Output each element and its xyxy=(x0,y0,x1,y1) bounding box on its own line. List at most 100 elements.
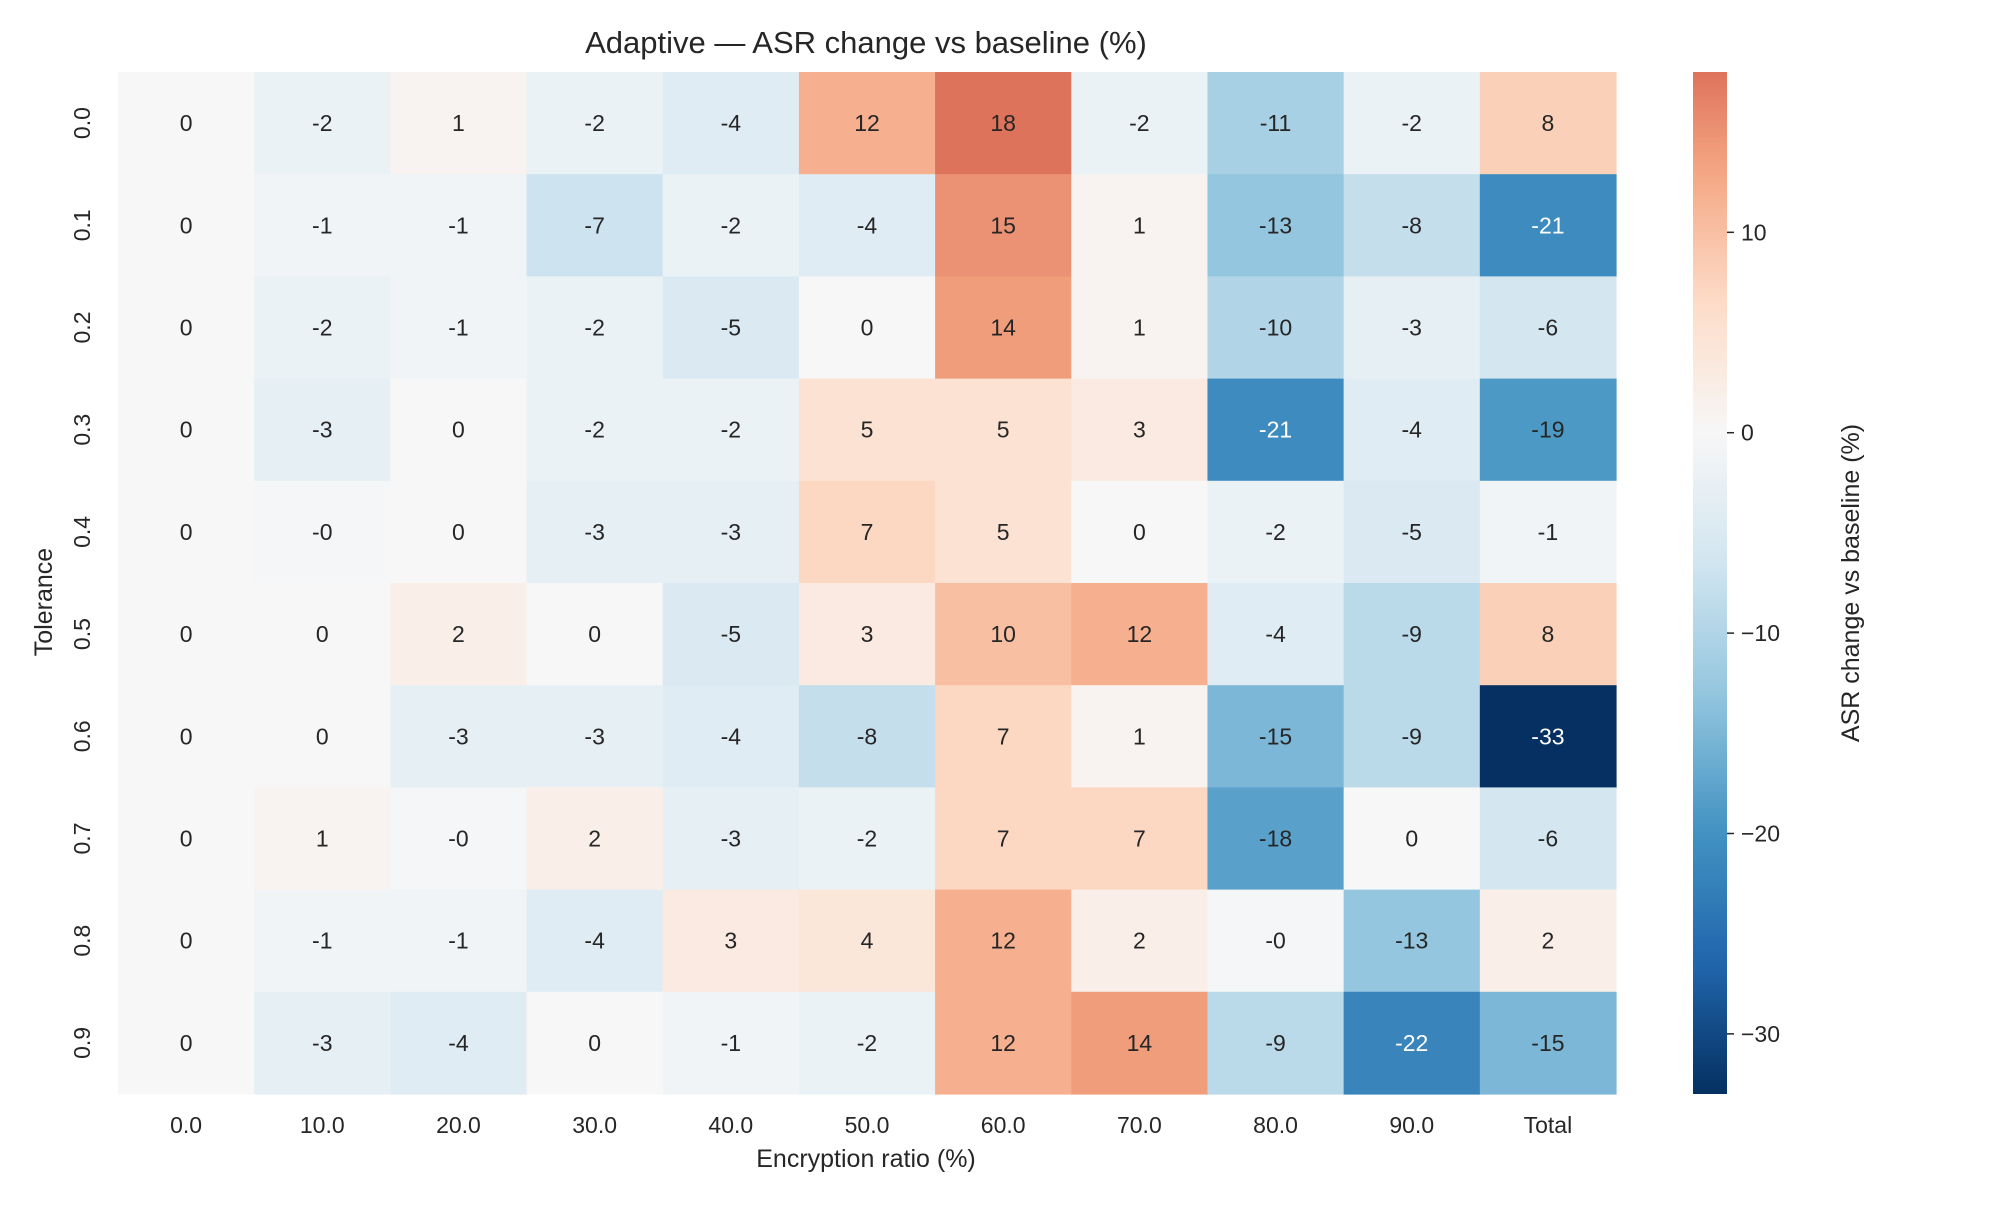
heatmap-cell xyxy=(254,787,391,891)
cell-value-label: -2 xyxy=(857,1030,877,1056)
cell-value-label: 7 xyxy=(1133,826,1146,852)
cell-value-label: -4 xyxy=(857,212,878,238)
heatmap-cell xyxy=(935,685,1072,788)
cell-value-label: 0 xyxy=(316,723,329,749)
cell-value-label: -3 xyxy=(312,417,332,443)
cell-value-label: -4 xyxy=(721,110,742,136)
cell-value-label: 8 xyxy=(1542,110,1555,136)
cell-value-label: 0 xyxy=(316,621,329,647)
cell-value-label: -3 xyxy=(448,723,468,749)
cell-value-label: 7 xyxy=(997,723,1010,749)
heatmap-cell xyxy=(1479,378,1617,482)
heatmap-cell xyxy=(254,685,391,788)
x-tick-label: 70.0 xyxy=(1117,1112,1162,1138)
heatmap-cell xyxy=(1479,889,1617,993)
heatmap-cell xyxy=(1343,174,1481,277)
heatmap-cell xyxy=(254,583,391,686)
cell-value-label: -15 xyxy=(1259,723,1292,749)
cell-value-label: -2 xyxy=(584,315,604,341)
cell-value-label: 5 xyxy=(861,417,874,443)
y-axis-tick-labels: 0.0 0.1 0.2 0.3 0.4 0.5 0.6 0.7 0.8 0.9 xyxy=(69,107,95,1059)
cell-value-label: 0 xyxy=(180,1030,193,1056)
heatmap-cell xyxy=(1479,480,1617,584)
heatmap-cell xyxy=(526,378,664,482)
heatmap-cell xyxy=(1479,583,1617,686)
heatmap-cell xyxy=(1071,72,1209,175)
heatmap-cell xyxy=(1479,991,1617,1095)
cell-value-label: -8 xyxy=(1402,212,1422,238)
cell-value-label: -10 xyxy=(1259,315,1292,341)
y-tick-label: 0.2 xyxy=(69,312,95,344)
heatmap-cell xyxy=(1071,991,1209,1095)
heatmap-cell xyxy=(1207,480,1345,584)
heatmap-cell xyxy=(1479,276,1617,380)
cell-value-label: -3 xyxy=(1402,315,1422,341)
cell-value-label: 0 xyxy=(588,621,601,647)
cell-value-label: 0 xyxy=(452,417,465,443)
heatmap-cell xyxy=(1479,72,1617,175)
heatmap-cell xyxy=(935,889,1072,993)
x-tick-label: 10.0 xyxy=(300,1112,345,1138)
cell-value-label: -1 xyxy=(448,315,468,341)
heatmap-cell xyxy=(1071,685,1209,788)
heatmap-cell xyxy=(798,583,936,686)
heatmap-cell xyxy=(798,174,936,277)
cell-value-label: 5 xyxy=(997,519,1010,545)
x-tick-label: 80.0 xyxy=(1253,1112,1298,1138)
heatmap-cell xyxy=(1071,276,1209,380)
cell-value-label: 15 xyxy=(990,212,1016,238)
heatmap-cell xyxy=(1479,174,1617,277)
cell-value-label: -2 xyxy=(1402,110,1422,136)
y-tick-label: 0.1 xyxy=(69,209,95,241)
heatmap-cell xyxy=(390,378,528,482)
cell-value-label: 12 xyxy=(854,110,880,136)
cell-value-label: -2 xyxy=(721,417,741,443)
heatmap-cell xyxy=(662,276,800,380)
cell-value-label: 0 xyxy=(588,1030,601,1056)
cell-value-label: 0 xyxy=(180,519,193,545)
cell-value-label: -33 xyxy=(1531,723,1564,749)
colorbar-tick-label: −30 xyxy=(1741,1021,1780,1047)
cell-value-label: -9 xyxy=(1402,621,1422,647)
heatmap-cell xyxy=(1479,787,1617,891)
heatmap-cell xyxy=(1343,991,1481,1095)
x-tick-label: 60.0 xyxy=(981,1112,1026,1138)
heatmap-cell xyxy=(662,889,800,993)
colorbar-tick-label: −20 xyxy=(1741,820,1780,846)
heatmap-cell xyxy=(1207,276,1345,380)
cell-value-label: 12 xyxy=(990,1030,1016,1056)
colorbar-tick-label: 0 xyxy=(1741,420,1754,446)
heatmap-cell xyxy=(526,174,664,277)
heatmap-cell xyxy=(1343,889,1481,993)
cell-value-label: -1 xyxy=(721,1030,741,1056)
heatmap-cell xyxy=(935,174,1072,277)
cell-value-label: -4 xyxy=(448,1030,469,1056)
cell-value-label: 0 xyxy=(1133,519,1146,545)
cell-value-label: -5 xyxy=(721,621,741,647)
cell-value-label: -19 xyxy=(1531,417,1564,443)
cell-value-label: -21 xyxy=(1259,417,1292,443)
cell-value-label: 0 xyxy=(180,315,193,341)
heatmap-cell xyxy=(1071,889,1209,993)
y-tick-label: 0.5 xyxy=(69,618,95,650)
heatmap-cell xyxy=(935,480,1072,584)
y-axis-label: Tolerance xyxy=(30,548,58,656)
heatmap-cell xyxy=(1343,72,1481,175)
colorbar-tick-label: 10 xyxy=(1741,219,1767,245)
cell-value-label: -4 xyxy=(1402,417,1423,443)
x-tick-label: 50.0 xyxy=(845,1112,890,1138)
heatmap-cell xyxy=(526,480,664,584)
y-tick-label: 0.4 xyxy=(69,516,95,548)
heatmap-cell xyxy=(798,378,936,482)
cell-value-label: 8 xyxy=(1542,621,1555,647)
cell-value-label: 0 xyxy=(180,212,193,238)
heatmap-cell xyxy=(1343,378,1481,482)
y-tick-label: 0.3 xyxy=(69,414,95,446)
cell-value-label: -4 xyxy=(1265,621,1286,647)
heatmap-cell xyxy=(1071,174,1209,277)
heatmap-cell xyxy=(1207,685,1345,788)
cell-value-label: -8 xyxy=(857,723,877,749)
heatmap-cell xyxy=(662,787,800,891)
heatmap-cell xyxy=(526,787,664,891)
heatmap-cell xyxy=(118,583,255,686)
